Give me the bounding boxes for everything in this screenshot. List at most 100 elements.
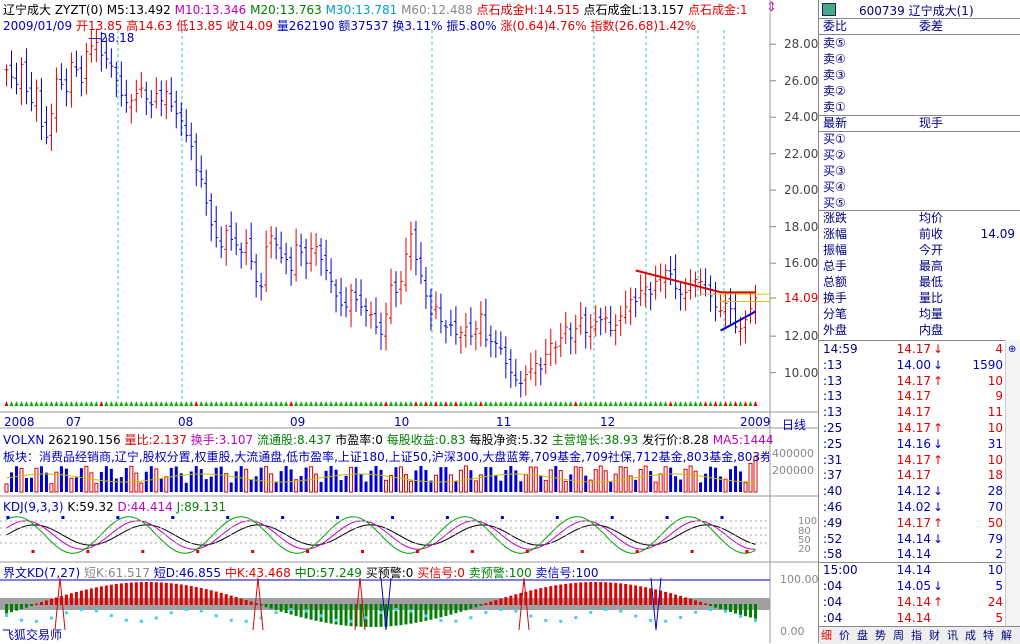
tab-1[interactable]: 价 [839, 629, 850, 642]
scroll-arrow-icon[interactable]: ⇕ [766, 0, 777, 15]
kdj-axis-20: 20 [798, 544, 811, 555]
month-tick: 07 [66, 415, 82, 429]
jw-dot [619, 609, 623, 613]
jw-bar [509, 595, 513, 605]
tab-10[interactable]: 解 [1001, 629, 1012, 642]
candle [139, 72, 144, 98]
jw-bar [684, 597, 688, 605]
tab-0[interactable]: 细 [821, 629, 832, 642]
jw-dot [184, 608, 188, 612]
tick-price: 14.17 [896, 373, 931, 388]
volume-bar [383, 479, 388, 493]
vol-nav: 每股净资:5.32 [469, 433, 549, 447]
tab-2[interactable]: 盘 [857, 629, 868, 642]
volume-bar [139, 482, 144, 493]
candle [708, 275, 713, 312]
volume-bar [274, 482, 278, 492]
candle [314, 233, 319, 266]
quote-code: 600739 辽宁成大(1) [859, 4, 974, 18]
signal-arrow [159, 401, 164, 406]
jw-bar [389, 604, 393, 627]
tick-volume: 5 [995, 579, 1003, 593]
signal-arrow [698, 401, 703, 406]
jw-bar [674, 594, 678, 605]
kdj-axis-80: 80 [798, 526, 811, 537]
buy-level: 买③ [819, 163, 1020, 179]
candle [9, 50, 14, 89]
candle [723, 292, 728, 327]
footer-brand: 飞狐交易师 [2, 628, 63, 642]
jw-dot [544, 618, 548, 622]
jw-bar [109, 584, 113, 605]
signal-arrow [124, 401, 129, 406]
candle [304, 238, 309, 280]
tab-3[interactable]: 势 [875, 629, 886, 642]
jw-bar [94, 587, 98, 605]
quote-header: 600739 辽宁成大(1) [819, 0, 1020, 19]
jw-dot [484, 610, 488, 614]
signal-arrow [234, 401, 239, 406]
candle [613, 314, 618, 346]
stat-row: 总手 最高 [819, 258, 1020, 274]
jw-dot [319, 614, 323, 618]
volume-bar [89, 472, 94, 493]
signal-arrow [393, 401, 398, 406]
tab-9[interactable]: 特 [983, 629, 994, 642]
row-label: 买② [823, 148, 846, 162]
volume-bar [578, 466, 583, 493]
candle [64, 68, 69, 107]
volume-bar [144, 471, 148, 492]
volume-bar [44, 472, 48, 492]
jw-bar [209, 590, 213, 605]
tab-8[interactable]: 成 [965, 629, 976, 642]
jw-bar [434, 604, 438, 619]
signal-arrow [693, 401, 698, 406]
jw-bar [569, 583, 573, 605]
jw-bar [409, 604, 413, 624]
pt3-label: 点石成金:1 [687, 3, 748, 17]
jw-name: 界文KD(7,27) [3, 566, 81, 580]
candle [349, 283, 354, 328]
scroll-up-icon[interactable]: ⊕ [1008, 344, 1017, 355]
signal-arrow [334, 401, 339, 406]
signal-arrow [209, 401, 214, 406]
volume-bar [573, 466, 578, 493]
volume-bar [234, 471, 238, 492]
signal-arrow [239, 401, 244, 406]
signal-arrow [528, 401, 533, 406]
tick-price: 14.17 [896, 515, 931, 530]
tab-5[interactable]: 指 [911, 629, 922, 642]
candle [578, 302, 583, 335]
sell-level: 卖④ [819, 51, 1020, 67]
row-label: 买① [823, 132, 846, 146]
candle [189, 122, 194, 161]
tab-7[interactable]: 讯 [947, 629, 958, 642]
jw-bar [84, 589, 88, 605]
jw-bar [589, 582, 593, 605]
jw-axis-0: 0.00 [780, 625, 805, 638]
jw-bar [624, 583, 628, 605]
jw-bar [754, 604, 758, 619]
kdj-marker [745, 550, 749, 553]
sell-level: 卖⑤ [819, 35, 1020, 51]
jw-bar [284, 604, 288, 614]
tick-arrow-icon: ↑ [933, 594, 944, 609]
jw-spike [380, 577, 392, 631]
volume-bar [4, 483, 9, 493]
vol-eps: 每股收益:0.83 [386, 433, 466, 447]
candle [169, 77, 174, 112]
volume-bar [344, 475, 348, 492]
candle [573, 314, 578, 355]
tick-time: :25 [823, 421, 843, 435]
tick-scrollbar[interactable]: ⊕ [1005, 340, 1020, 626]
candle [383, 302, 388, 351]
jw-bar [144, 582, 148, 605]
info-low: 低13.85 [176, 19, 223, 33]
candle [264, 230, 269, 293]
tab-4[interactable]: 周 [893, 629, 904, 642]
volume-bar [388, 474, 393, 493]
volume-bar [364, 481, 368, 492]
tab-6[interactable]: 财 [929, 629, 940, 642]
kdj-marker [610, 516, 614, 519]
volume-bar [214, 467, 218, 492]
